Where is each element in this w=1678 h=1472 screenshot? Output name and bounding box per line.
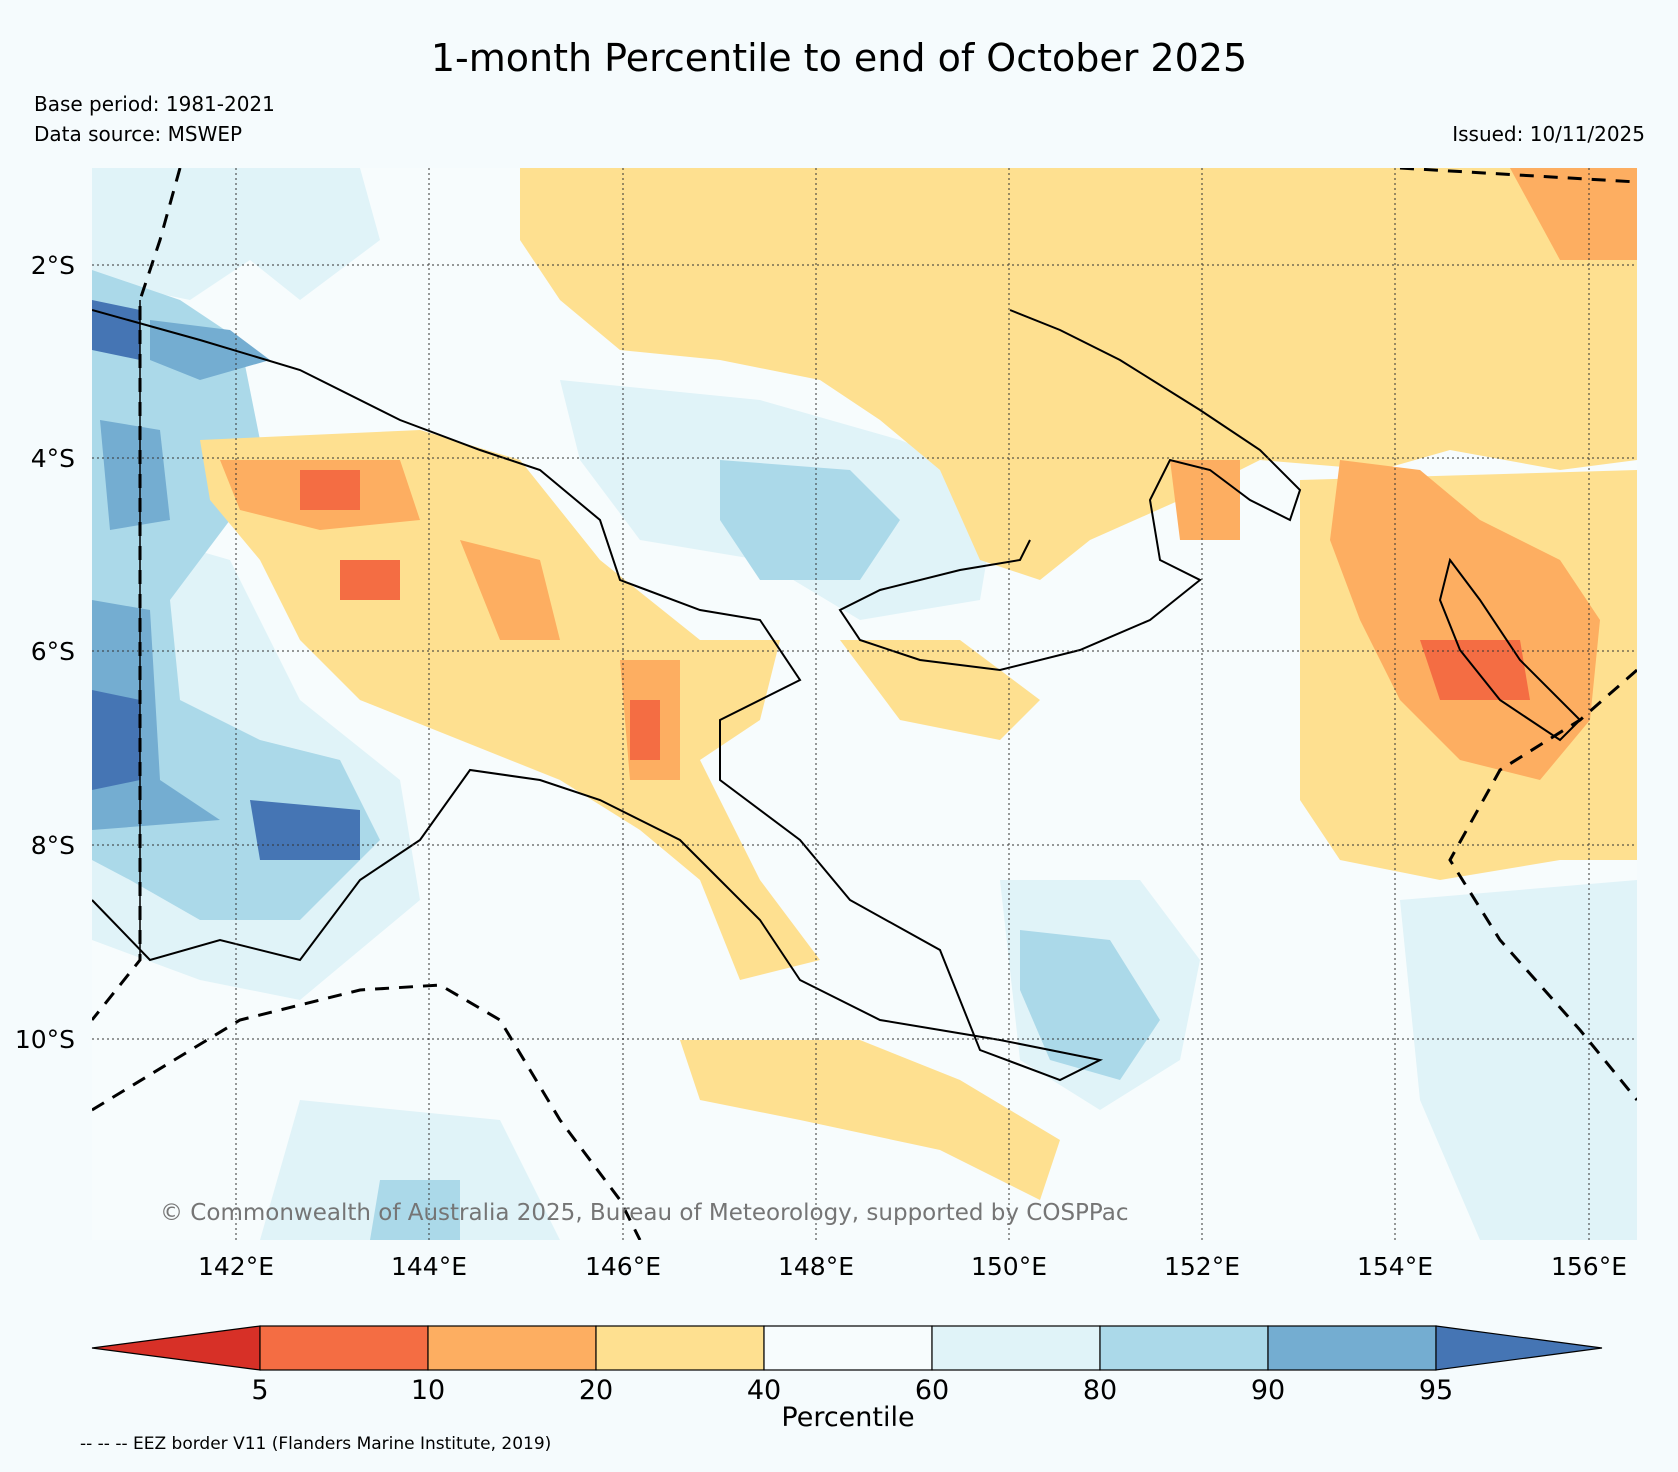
- field-region: [100, 420, 170, 530]
- lat-label: 8°S: [31, 831, 75, 860]
- field-region: [1510, 168, 1637, 260]
- colorbar-segment: [763, 1325, 933, 1371]
- colorbar-tick: 20: [579, 1375, 613, 1400]
- field-region: [1170, 460, 1240, 540]
- colorbar: 5 10 20 40 60 80 90 95: [91, 1325, 1603, 1400]
- lat-label: 2°S: [31, 251, 75, 280]
- colorbar-segment: [91, 1325, 261, 1371]
- field-region: [460, 540, 560, 640]
- lat-label: 6°S: [31, 637, 75, 666]
- lon-label: 146°E: [585, 1252, 661, 1281]
- field-region: [250, 800, 360, 860]
- colorbar-segments: [91, 1325, 1603, 1371]
- eez-border: [1448, 668, 1637, 1101]
- lat-label: 4°S: [31, 444, 75, 473]
- colorbar-segment: [595, 1325, 765, 1371]
- colorbar-segment: [1435, 1325, 1603, 1371]
- colorbar-tick: 60: [915, 1375, 949, 1400]
- field-region: [340, 560, 400, 600]
- field-region: [260, 1100, 560, 1240]
- colorbar-tick: 80: [1083, 1375, 1117, 1400]
- colorbar-title: Percentile: [781, 1402, 915, 1433]
- field-region: [1400, 880, 1637, 1240]
- field-region: [1330, 460, 1600, 780]
- base-period: Base period: 1981-2021: [34, 92, 275, 116]
- eez-note: -- -- -- EEZ border V11 (Flanders Marine…: [80, 1434, 552, 1454]
- data-source: Data source: MSWEP: [34, 122, 243, 146]
- lon-label: 150°E: [971, 1252, 1047, 1281]
- issued-date: Issued: 10/11/2025: [1452, 122, 1645, 146]
- eez-border: [92, 983, 642, 1240]
- map-field: [92, 168, 1637, 1240]
- map-title: 1-month Percentile to end of October 202…: [430, 36, 1248, 80]
- coastline: [838, 309, 1302, 672]
- lon-label: 152°E: [1164, 1252, 1240, 1281]
- colorbar-segment: [259, 1325, 429, 1371]
- colorbar-tick: 40: [747, 1375, 781, 1400]
- coastline: [1438, 557, 1582, 742]
- field-region: [92, 270, 380, 920]
- field-region: [1020, 930, 1160, 1080]
- field-region: [370, 1180, 460, 1240]
- lon-label: 142°E: [198, 1252, 274, 1281]
- field-region: [92, 690, 140, 790]
- lat-label: 10°S: [15, 1025, 75, 1054]
- colorbar-tick: 5: [251, 1375, 268, 1400]
- coastline: [92, 309, 1104, 1082]
- field-region: [630, 700, 660, 760]
- field-region: [300, 470, 360, 510]
- copyright-notice: © Commonwealth of Australia 2025, Bureau…: [160, 1200, 1129, 1226]
- field-region: [520, 168, 1637, 580]
- lon-label: 144°E: [391, 1252, 467, 1281]
- colorbar-ticks: 5 10 20 40 60 80 90 95: [251, 1375, 1453, 1400]
- colorbar-segment: [1267, 1325, 1437, 1371]
- colorbar-segment: [931, 1325, 1101, 1371]
- percentile-map: 2°S 4°S 6°S 8°S 10°S 142°E 144°E 146°E 1…: [15, 168, 1637, 1281]
- field-region: [680, 1040, 1060, 1200]
- colorbar-segment: [427, 1325, 597, 1371]
- lon-label: 148°E: [778, 1252, 854, 1281]
- field-region: [720, 460, 900, 580]
- colorbar-tick: 95: [1419, 1375, 1453, 1400]
- lon-label: 154°E: [1357, 1252, 1433, 1281]
- colorbar-tick: 90: [1251, 1375, 1285, 1400]
- colorbar-segment: [1099, 1325, 1269, 1371]
- field-region: [92, 300, 140, 360]
- field-region: [840, 640, 1040, 740]
- eez-border: [1399, 168, 1637, 184]
- colorbar-tick: 10: [411, 1375, 445, 1400]
- graticule: [92, 168, 1637, 1240]
- lon-label: 156°E: [1551, 1252, 1627, 1281]
